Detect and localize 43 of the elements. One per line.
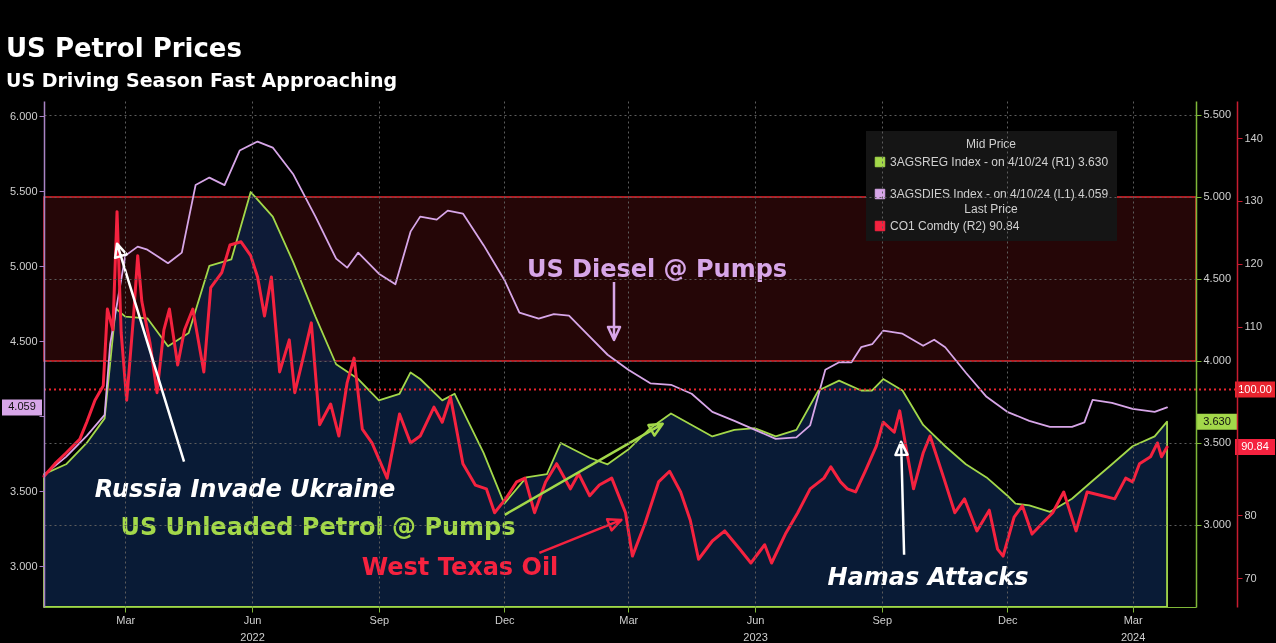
y3-tick-label: 80 [1244, 508, 1257, 521]
text: 90.84 [1241, 440, 1269, 453]
y3-tick-label: 130 [1244, 194, 1263, 207]
annotation: US Unleaded Petrol @ Pumps [120, 513, 516, 541]
y-tick-label: 5.000 [9, 259, 38, 272]
x-tick-label: Mar 2024 [1120, 613, 1146, 643]
y-tick-label: 4.500 [9, 334, 38, 347]
y3-tick-label: 110 [1244, 320, 1263, 333]
y3-tick-label: 120 [1244, 257, 1263, 270]
chart-title: US Petrol Prices [6, 33, 242, 63]
y-tick-label: 5.500 [9, 184, 38, 197]
y-tick-label: 6.000 [9, 109, 38, 122]
y2-tick-label: 5.500 [1203, 108, 1232, 121]
y2-tick-label: 3.500 [1203, 436, 1232, 449]
y2-tick-label: 4.500 [1203, 272, 1232, 285]
annotation: Russia Invade Ukraine [94, 475, 396, 503]
x-tick-label: Dec [494, 613, 516, 626]
y3-tick-label: 70 [1244, 571, 1257, 584]
legend-title: Mid Price [965, 137, 1017, 151]
y2-tick-label: 3.000 [1203, 518, 1232, 531]
x-tick-label: Mar [116, 613, 136, 626]
annotation: US Diesel @ Pumps [526, 255, 788, 283]
x-tick-label: Sep [872, 613, 893, 626]
annotation: Hamas Attacks [827, 563, 1029, 591]
text: 4.059 [8, 400, 36, 413]
y-tick-label: 3.500 [9, 484, 38, 497]
legend-label: CO1 Comdty (R2) 90.84 [890, 219, 1020, 233]
y3-tick-label: 140 [1244, 131, 1263, 144]
x-tick-label: Mar [619, 613, 639, 626]
y2-tick-label: 4.000 [1203, 354, 1232, 367]
line-series [43, 140, 1168, 476]
x-tick-label: Jun 2022 [240, 613, 265, 643]
annotation: Last Price [964, 202, 1018, 216]
y2-tick-label: 5.000 [1203, 190, 1232, 203]
x-tick-label: Sep [369, 613, 390, 626]
x-tick-label: Jun 2023 [743, 613, 768, 643]
legend-label: 3AGSREG Index - on 4/10/24 (R1) 3.630 [890, 155, 1109, 169]
ref-line-label: 100.00 [1238, 382, 1272, 395]
chart-subtitle: US Driving Season Fast Approaching [6, 69, 398, 91]
y-tick-label: 3.000 [9, 559, 38, 572]
text: 3.630 [1203, 414, 1231, 427]
annotation: West Texas Oil [361, 553, 559, 581]
x-tick-label: Dec [997, 613, 1018, 626]
